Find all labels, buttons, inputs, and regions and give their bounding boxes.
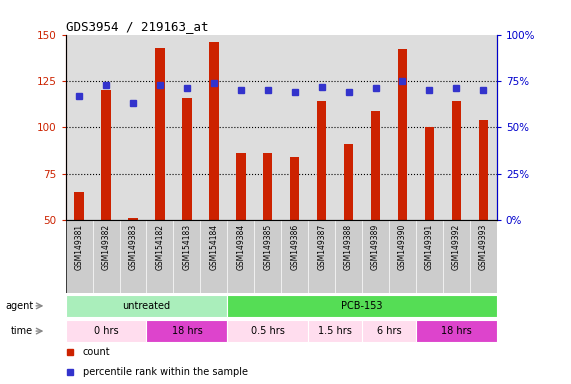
Bar xyxy=(290,157,299,220)
Bar xyxy=(398,50,407,220)
Bar xyxy=(66,295,227,317)
Bar xyxy=(128,218,138,220)
Bar xyxy=(425,127,434,220)
Text: GSM154183: GSM154183 xyxy=(182,224,191,270)
Bar xyxy=(452,101,461,220)
Text: GSM149393: GSM149393 xyxy=(479,224,488,270)
Text: count: count xyxy=(83,347,111,357)
Text: GSM149388: GSM149388 xyxy=(344,224,353,270)
Bar xyxy=(371,111,380,220)
Bar xyxy=(147,320,227,343)
Text: GSM149383: GSM149383 xyxy=(128,224,138,270)
Text: percentile rank within the sample: percentile rank within the sample xyxy=(83,367,248,377)
Text: GSM154182: GSM154182 xyxy=(155,224,164,270)
Text: 18 hrs: 18 hrs xyxy=(441,326,472,336)
Text: GSM149386: GSM149386 xyxy=(290,224,299,270)
Text: GSM149384: GSM149384 xyxy=(236,224,246,270)
Bar xyxy=(227,320,308,343)
Bar xyxy=(74,192,84,220)
Text: 1.5 hrs: 1.5 hrs xyxy=(318,326,352,336)
Text: GDS3954 / 219163_at: GDS3954 / 219163_at xyxy=(66,20,208,33)
Text: 0.5 hrs: 0.5 hrs xyxy=(251,326,285,336)
Bar xyxy=(236,154,246,220)
Text: PCB-153: PCB-153 xyxy=(341,301,383,311)
Bar xyxy=(416,320,497,343)
Bar xyxy=(263,154,272,220)
Text: GSM149390: GSM149390 xyxy=(398,224,407,270)
Text: 18 hrs: 18 hrs xyxy=(171,326,202,336)
Bar xyxy=(155,48,164,220)
Text: agent: agent xyxy=(5,301,33,311)
Bar xyxy=(317,101,327,220)
Text: GSM149381: GSM149381 xyxy=(75,224,83,270)
Bar xyxy=(102,90,111,220)
Text: 0 hrs: 0 hrs xyxy=(94,326,118,336)
Bar xyxy=(478,120,488,220)
Bar xyxy=(362,320,416,343)
Bar xyxy=(182,98,192,220)
Text: 6 hrs: 6 hrs xyxy=(377,326,401,336)
Bar xyxy=(209,42,219,220)
Text: GSM154184: GSM154184 xyxy=(210,224,218,270)
Text: GSM149382: GSM149382 xyxy=(102,224,111,270)
Text: time: time xyxy=(11,326,33,336)
Text: untreated: untreated xyxy=(122,301,171,311)
Bar xyxy=(227,295,497,317)
Bar xyxy=(308,320,362,343)
Text: GSM149385: GSM149385 xyxy=(263,224,272,270)
Text: GSM149389: GSM149389 xyxy=(371,224,380,270)
Bar xyxy=(66,320,147,343)
Text: GSM149391: GSM149391 xyxy=(425,224,434,270)
Bar xyxy=(344,144,353,220)
Text: GSM149392: GSM149392 xyxy=(452,224,461,270)
Text: GSM149387: GSM149387 xyxy=(317,224,326,270)
